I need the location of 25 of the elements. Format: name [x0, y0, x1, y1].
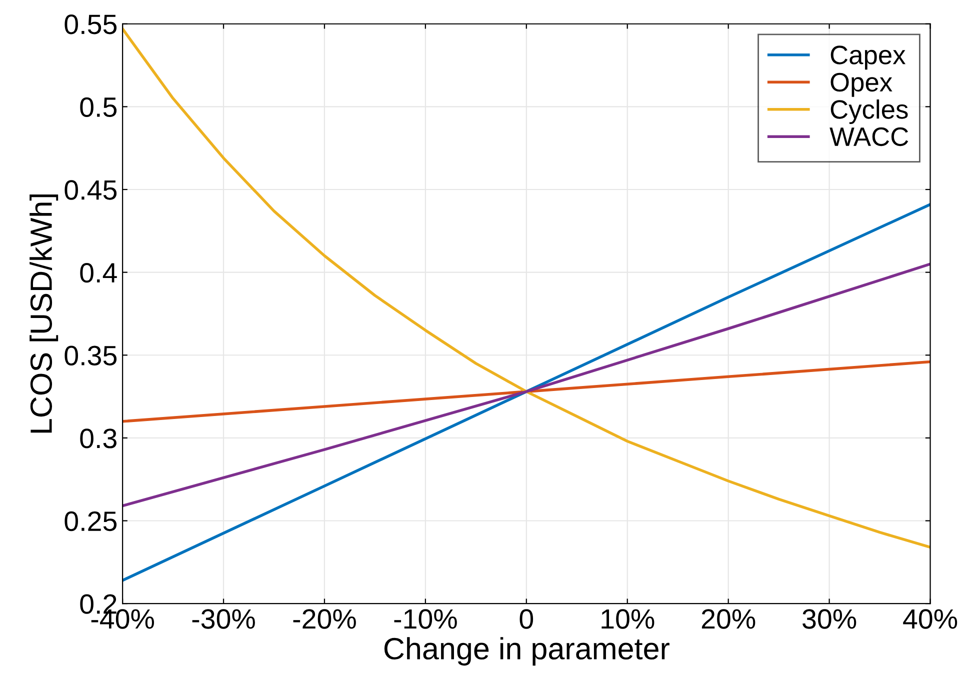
- line-series: [122, 27, 930, 549]
- x-tick-label: 0: [520, 609, 534, 629]
- legend-label: Cycles: [830, 99, 908, 124]
- x-tick-label: 10%: [602, 609, 654, 629]
- line-series: [122, 203, 930, 582]
- x-tick-label: 30%: [802, 609, 856, 629]
- y-tick-label: 0.55: [64, 14, 117, 34]
- y-tick-label: 0.3: [80, 428, 116, 448]
- y-tick-label: 0.45: [64, 180, 117, 200]
- x-tick-label: 40%: [903, 609, 958, 629]
- x-tick-label: -20%: [293, 609, 356, 629]
- legend-label: Opex: [830, 72, 892, 97]
- y-tick-label: 0.5: [80, 97, 117, 118]
- legend-label: WACC: [830, 127, 908, 146]
- y-tick-label: 0.25: [64, 511, 117, 532]
- legend-label: Capex: [830, 46, 906, 70]
- y-tick-label: 0.35: [64, 346, 117, 366]
- x-tick-label: 20%: [702, 609, 756, 629]
- x-tick-label: -10%: [394, 609, 457, 629]
- y-tick-label: 0.4: [80, 262, 117, 283]
- y-axis-title: LCOS [USD/kWh]: [30, 194, 58, 433]
- line-series: [122, 360, 930, 423]
- line-series: [122, 262, 930, 508]
- x-axis-title: Change in parameter: [384, 637, 670, 666]
- x-tick-label: -30%: [192, 609, 255, 629]
